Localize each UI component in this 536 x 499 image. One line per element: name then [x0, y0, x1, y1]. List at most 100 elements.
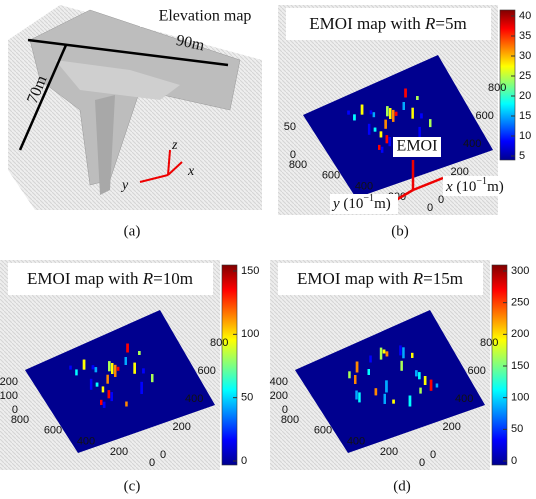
x-tick-label: 400 — [185, 393, 203, 405]
colorbar-tick-label: 0 — [511, 455, 517, 467]
label-var: y — [331, 196, 340, 212]
colorbar-tick-label: 50 — [511, 423, 523, 435]
colorbar-tick-label: 250 — [511, 297, 529, 309]
hot-spot — [386, 135, 389, 143]
colorbar-tick-label: 50 — [241, 392, 253, 404]
title-var: R — [424, 14, 436, 33]
hot-spot — [384, 394, 387, 404]
y-tick-label: 400 — [347, 435, 365, 447]
hot-spot — [399, 345, 402, 355]
caption: (b) — [391, 223, 409, 239]
hot-spot — [418, 372, 421, 379]
z-tick-label: 200 — [0, 376, 18, 388]
hot-spot — [429, 119, 432, 127]
panel-title: EMOI map with R=5m — [309, 14, 466, 33]
axis-label: y (10−1m) — [331, 193, 391, 212]
hot-spot — [378, 145, 381, 150]
hot-spot — [403, 102, 406, 110]
x-tick-label: 200 — [173, 421, 191, 433]
title-var: R — [142, 269, 154, 288]
y-tick-label: 600 — [314, 425, 332, 437]
hot-spot — [361, 105, 364, 115]
x-tick-label: 800 — [480, 337, 498, 349]
panel-title: EMOI map with R=10m — [27, 269, 193, 288]
value-label: EMOI — [397, 138, 438, 155]
hot-spot — [347, 111, 350, 115]
axis-label: x (10−1m) — [445, 176, 504, 195]
axis-label: y — [120, 178, 129, 193]
hot-spot — [111, 392, 114, 401]
hot-spot — [353, 114, 356, 120]
hot-spot — [420, 113, 423, 118]
title-text: =5m — [435, 14, 466, 33]
z-tick-label: 400 — [270, 376, 288, 388]
hot-spot — [430, 380, 433, 391]
y-tick-label: 400 — [77, 435, 95, 447]
colorbar-tick-label: 150 — [241, 265, 259, 277]
hot-spot — [386, 351, 389, 356]
caption: (d) — [393, 478, 411, 494]
x-tick-label: 200 — [443, 421, 461, 433]
label-exp: −1 — [476, 176, 487, 187]
hot-spot — [95, 367, 98, 372]
panel: EMOI map with R=10m150100500200100080060… — [0, 260, 259, 470]
figure: Elevation map 90m 70m z x y (a) EMOI map… — [0, 0, 536, 499]
caption: (a) — [124, 223, 141, 239]
hot-spot — [102, 386, 105, 392]
hot-spot — [380, 131, 383, 137]
hot-spot — [90, 379, 93, 390]
x-tick-label: 400 — [455, 393, 473, 405]
hot-spot — [354, 375, 357, 384]
hot-spot — [75, 369, 78, 375]
colorbar-tick-label: 0 — [241, 455, 247, 467]
x-tick-label: 600 — [476, 110, 494, 122]
hot-spot — [384, 120, 387, 129]
hot-spot — [138, 351, 141, 355]
label-text: m) — [374, 196, 391, 212]
hot-spot — [404, 89, 407, 98]
hot-spot — [117, 367, 120, 371]
hot-spot — [415, 370, 418, 376]
hot-spot — [419, 388, 422, 394]
colorbar-tick-label: 5 — [519, 150, 525, 162]
panel-title: EMOI map with R=15m — [297, 269, 463, 288]
z-tick-label: 200 — [270, 390, 288, 402]
hot-spot — [385, 380, 388, 392]
caption: (c) — [124, 478, 141, 494]
hot-spot — [389, 137, 392, 146]
hot-spot — [374, 128, 377, 132]
hot-spot — [142, 368, 145, 373]
title-text: EMOI map with — [297, 269, 413, 288]
colorbar — [492, 265, 507, 465]
y-tick-label: 0 — [427, 202, 433, 214]
hot-spot — [395, 112, 398, 116]
hot-spot — [114, 365, 117, 377]
hot-spot — [356, 362, 359, 373]
hot-spot — [151, 374, 154, 382]
z-tick-label: 50 — [284, 121, 296, 133]
hot-spot — [383, 350, 386, 354]
y-tick-label: 400 — [355, 180, 373, 192]
colorbar-tick-label: 100 — [241, 328, 259, 340]
hot-spot — [100, 400, 103, 405]
hot-spot — [69, 366, 72, 370]
hot-spot — [108, 390, 111, 398]
hot-spot — [111, 363, 114, 374]
hot-spot — [358, 392, 361, 402]
x-tick-label: 800 — [488, 82, 506, 94]
hot-spot — [355, 391, 358, 400]
y-tick-label: 600 — [322, 170, 340, 182]
hot-spot — [402, 347, 405, 358]
x-tick-label: 400 — [463, 138, 481, 150]
colorbar-tick-label: 15 — [519, 110, 531, 122]
hot-spot — [92, 365, 95, 369]
title-text: =15m — [423, 269, 463, 288]
hot-spot — [369, 356, 372, 363]
panel-title: Elevation map — [159, 8, 252, 25]
hot-spot — [381, 147, 384, 153]
hot-spot — [83, 360, 86, 370]
hot-spot — [400, 361, 403, 371]
label-text: (10 — [453, 179, 477, 195]
hot-spot — [392, 110, 395, 122]
